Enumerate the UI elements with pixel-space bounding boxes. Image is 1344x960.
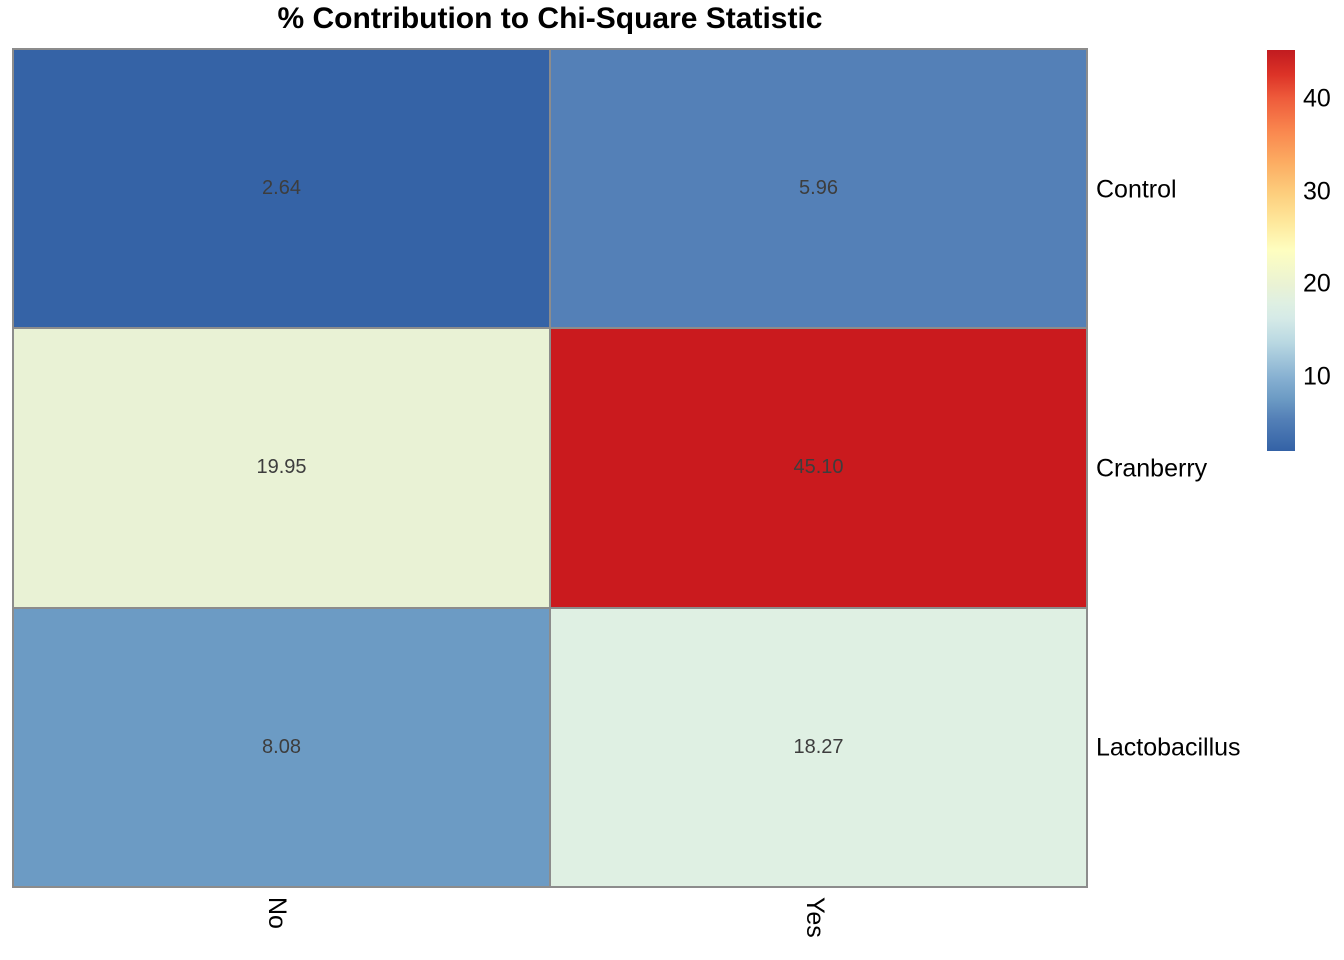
colorbar xyxy=(1267,50,1295,451)
heatmap-cell-cranberry-yes: 45.10 xyxy=(551,329,1086,607)
cell-value: 19.95 xyxy=(256,456,307,479)
heatmap-cell-control-yes: 5.96 xyxy=(551,50,1086,328)
y-axis-label-lactobacillus: Lactobacillus xyxy=(1096,733,1241,762)
heatmap-grid: 2.64 5.96 19.95 45.10 8.08 18.27 xyxy=(12,48,1088,888)
y-axis-label-control: Control xyxy=(1096,175,1177,204)
colorbar-tick-10: 10 xyxy=(1303,362,1331,391)
colorbar-tick-40: 40 xyxy=(1303,84,1331,113)
chart-title: % Contribution to Chi-Square Statistic xyxy=(277,2,823,35)
colorbar-tick-20: 20 xyxy=(1303,269,1331,298)
cell-value: 2.64 xyxy=(262,177,301,200)
cell-value: 18.27 xyxy=(793,735,844,758)
heatmap-cell-lactobacillus-yes: 18.27 xyxy=(551,608,1086,886)
heatmap-cell-lactobacillus-no: 8.08 xyxy=(14,608,549,886)
colorbar-tick-30: 30 xyxy=(1303,177,1331,206)
heatmap-cell-control-no: 2.64 xyxy=(14,50,549,328)
x-axis-label-yes: Yes xyxy=(801,897,829,938)
x-axis-label-no: No xyxy=(263,897,291,929)
cell-value: 45.10 xyxy=(793,456,844,479)
y-axis-label-cranberry: Cranberry xyxy=(1096,454,1208,483)
heatmap-cell-cranberry-no: 19.95 xyxy=(14,329,549,607)
cell-value: 8.08 xyxy=(262,735,301,758)
cell-value: 5.96 xyxy=(799,177,838,200)
